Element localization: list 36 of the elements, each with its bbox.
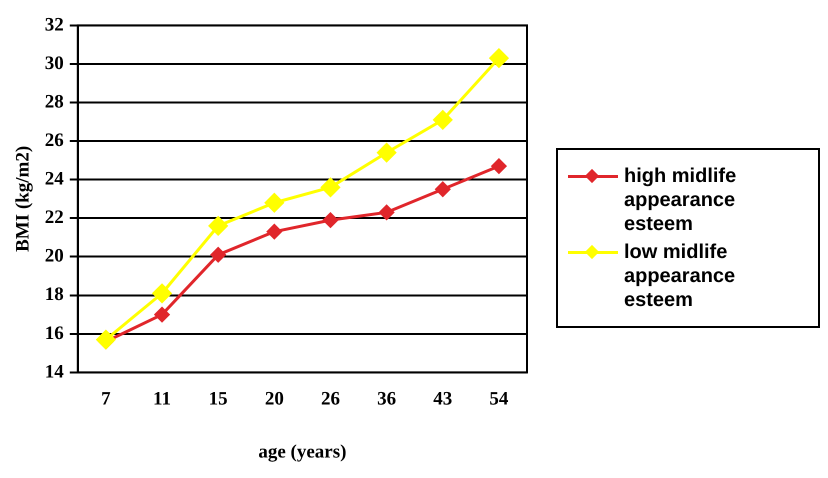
y-tick-label: 30	[44, 52, 64, 74]
point	[320, 178, 340, 197]
y-tick-label: 20	[44, 246, 64, 267]
point	[266, 224, 282, 240]
x-tick-label: 54	[489, 388, 509, 410]
point	[154, 307, 170, 322]
x-tick-label: 7	[101, 388, 112, 410]
point	[433, 110, 452, 130]
x-tick-label: 26	[320, 388, 340, 410]
x-tick-label: 36	[377, 388, 396, 410]
point	[96, 330, 116, 350]
point	[210, 247, 226, 262]
y-tick-label: 14	[44, 361, 64, 382]
y-tick-label: 26	[44, 130, 64, 151]
x-tick-label: 15	[208, 388, 228, 410]
y-tick-label: 32	[44, 14, 64, 36]
y-tick-label: 16	[44, 322, 64, 344]
legend-label: low midlife appearance esteem	[624, 240, 736, 312]
x-tick-label: 43	[433, 388, 452, 410]
y-tick-label: 22	[44, 207, 64, 228]
y-tick-label: 24	[44, 168, 64, 190]
point	[152, 284, 172, 303]
y-tick-label: 28	[44, 91, 64, 112]
point	[264, 193, 284, 212]
x-tick-label: 20	[264, 388, 284, 410]
point	[377, 143, 396, 162]
point	[208, 216, 228, 236]
point	[489, 48, 508, 68]
point	[322, 212, 338, 228]
y-tick-label: 18	[44, 284, 64, 306]
x-tick-label: 11	[153, 388, 171, 410]
point	[379, 204, 394, 220]
y-axis-title: BMI (kg/m2)	[12, 146, 34, 252]
x-axis-title: age (years)	[258, 442, 346, 463]
point	[491, 158, 506, 174]
point	[435, 182, 450, 197]
